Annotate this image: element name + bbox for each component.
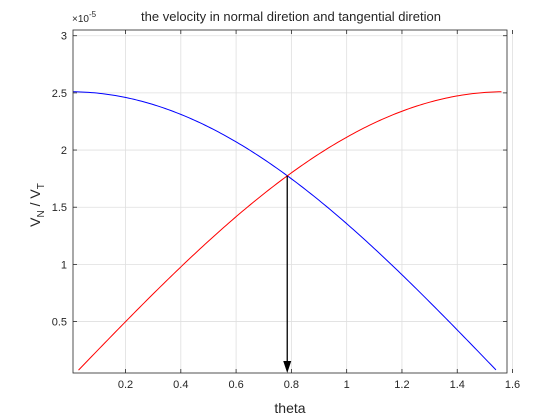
chart-title: the velocity in normal diretion and tang… <box>141 9 441 24</box>
y-axis-exponent-power: -5 <box>89 10 97 19</box>
y-tick-label: 3 <box>61 31 67 43</box>
y-tick-label: 1.5 <box>52 202 67 214</box>
plot-area <box>73 30 507 373</box>
x-tick-label: 0.2 <box>118 379 133 391</box>
y-axis-label: VN / VT <box>27 183 47 227</box>
series-line-2 <box>78 91 502 371</box>
axis-ticks: 0.2 0.4 0.6 0.8 1 1.2 1.4 1.6 0.5 1 1.5 2 2.5 3 <box>52 30 520 391</box>
y-axis-label-sep: / V <box>27 189 43 211</box>
y-tick-label: 2 <box>61 145 67 157</box>
y-axis-label-sub2: T <box>36 183 47 189</box>
y-axis-exponent: ×10-5 <box>72 10 97 25</box>
y-tick-label: 2.5 <box>52 88 67 100</box>
x-tick-label: 1.6 <box>505 379 520 391</box>
y-axis-label-sub1: N <box>36 210 47 217</box>
grid <box>73 30 513 373</box>
series-lines <box>72 91 502 371</box>
y-axis-exponent-prefix: ×10 <box>72 14 89 25</box>
arrow-head <box>283 361 292 373</box>
series-line-1 <box>72 91 497 371</box>
x-tick-label: 1 <box>344 379 350 391</box>
x-tick-label: 0.8 <box>284 379 299 391</box>
x-tick-label: 1.2 <box>394 379 409 391</box>
x-tick-label: 0.4 <box>173 379 188 391</box>
y-tick-label: 0.5 <box>52 317 67 329</box>
annotation-arrow <box>283 175 292 373</box>
x-axis-label: theta <box>274 400 305 416</box>
x-tick-label: 1.4 <box>450 379 465 391</box>
y-tick-label: 1 <box>61 259 67 271</box>
plot-border <box>72 29 508 374</box>
y-axis-label-base: V <box>27 217 43 227</box>
x-tick-label: 0.6 <box>228 379 243 391</box>
